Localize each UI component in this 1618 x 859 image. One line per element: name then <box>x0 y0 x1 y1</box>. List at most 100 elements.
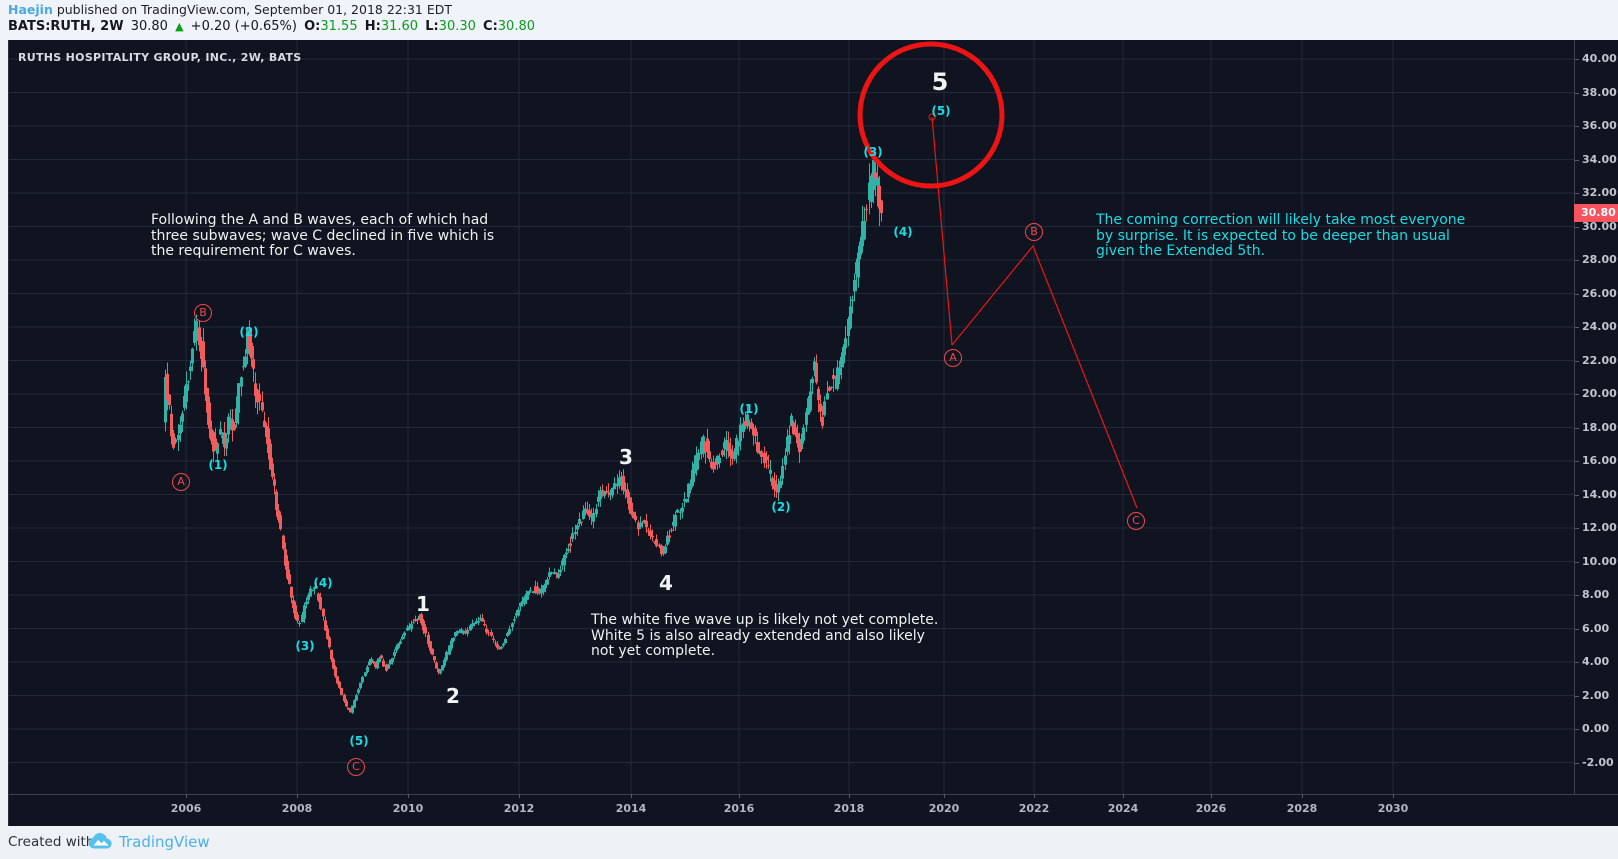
price-tick <box>1575 763 1579 764</box>
time-label-2026: 2026 <box>1195 802 1227 815</box>
price-tick <box>1575 93 1579 94</box>
wave-label-1: (1) <box>208 458 228 472</box>
price-label-18.00: 18.00 <box>1582 421 1617 434</box>
time-label-2020: 2020 <box>928 802 960 815</box>
price-tick <box>1575 260 1579 261</box>
price-label-34.00: 34.00 <box>1582 153 1617 166</box>
wave-label-B-circled: B <box>1025 223 1043 241</box>
price-label-32.00: 32.00 <box>1582 186 1617 199</box>
price-label-38.00: 38.00 <box>1582 86 1617 99</box>
price-label-22.00: 22.00 <box>1582 354 1617 367</box>
time-label-2006: 2006 <box>170 802 202 815</box>
time-label-2008: 2008 <box>281 802 313 815</box>
price-label-0.00: 0.00 <box>1582 722 1610 735</box>
low-value: 30.30 <box>438 19 476 34</box>
price-tick <box>1575 729 1579 730</box>
price-label-36.00: 36.00 <box>1582 119 1617 132</box>
wave-label-3: (3) <box>295 639 315 653</box>
wave-label-C-circled: C <box>1127 512 1145 530</box>
wave-label-2: (2) <box>771 500 791 514</box>
wave-label-3: (3) <box>863 145 883 159</box>
time-label-2030: 2030 <box>1377 802 1409 815</box>
annotation-text-3: The white five wave up is likely not yet… <box>591 612 939 659</box>
elliott-projection-drawings[interactable] <box>857 41 1138 509</box>
time-tick <box>631 794 632 798</box>
price-axis[interactable]: 40.00 38.00 36.00 34.00 32.00 30.00 28.00 26.00… <box>1574 40 1618 794</box>
wave-label-2: 2 <box>446 684 460 708</box>
wave-label-A-circled: A <box>944 349 962 367</box>
price-tick <box>1575 59 1579 60</box>
time-label-2010: 2010 <box>392 802 424 815</box>
wave-label-A-circled: A <box>172 473 190 491</box>
wave-label-3: 3 <box>619 445 633 469</box>
wave-label-5: (5) <box>931 104 951 118</box>
publish-line: Haejin published on TradingView.com, Sep… <box>8 2 452 17</box>
price-tick <box>1575 595 1579 596</box>
price-label-14.00: 14.00 <box>1582 488 1617 501</box>
wave-label-4: 4 <box>659 571 673 595</box>
wave-label-4: (4) <box>893 225 913 239</box>
close-label: C: <box>483 19 498 34</box>
time-label-2016: 2016 <box>723 802 755 815</box>
time-label-2028: 2028 <box>1286 802 1318 815</box>
symbol-name: BATS:RUTH, 2W <box>8 19 124 34</box>
time-tick <box>186 794 187 798</box>
price-label--2.00: -2.00 <box>1582 756 1614 769</box>
symbol-ohlc-line: BATS:RUTH, 2W 30.80 ▲ +0.20 (+0.65%) O:3… <box>8 19 538 34</box>
price-tick <box>1575 528 1579 529</box>
time-tick <box>739 794 740 798</box>
price-label-4.00: 4.00 <box>1582 655 1610 668</box>
price-tick <box>1575 428 1579 429</box>
time-label-2024: 2024 <box>1107 802 1139 815</box>
close-value: 30.80 <box>497 19 535 34</box>
wave-label-5: 5 <box>931 68 949 96</box>
time-label-2014: 2014 <box>615 802 647 815</box>
price-tick <box>1575 562 1579 563</box>
open-label: O: <box>304 19 321 34</box>
time-axis[interactable]: 2006 2008 2010 2012 2014 2016 2018 2020 2022 2024… <box>9 794 1574 826</box>
time-tick <box>944 794 945 798</box>
time-tick <box>519 794 520 798</box>
wave-label-4: (4) <box>313 576 333 590</box>
wave-label-5: (5) <box>349 734 369 748</box>
time-tick <box>1211 794 1212 798</box>
price-label-28.00: 28.00 <box>1582 253 1617 266</box>
price-tick <box>1575 629 1579 630</box>
price-tick <box>1575 495 1579 496</box>
open-value: 31.55 <box>320 19 358 34</box>
high-label: H: <box>364 19 381 34</box>
tradingview-brand-link[interactable]: TradingView <box>119 833 210 851</box>
annotation-text-2: The coming correction will likely take m… <box>1096 212 1466 259</box>
price-label-26.00: 26.00 <box>1582 287 1617 300</box>
price-tick <box>1575 160 1579 161</box>
price-tick <box>1575 696 1579 697</box>
price-tick <box>1575 327 1579 328</box>
candlestick-plot[interactable] <box>9 40 1574 826</box>
price-tick <box>1575 394 1579 395</box>
price-tick <box>1575 294 1579 295</box>
price-label-12.00: 12.00 <box>1582 521 1617 534</box>
price-tick <box>1575 227 1579 228</box>
time-label-2012: 2012 <box>503 802 535 815</box>
high-value: 31.60 <box>380 19 419 34</box>
author-link[interactable]: Haejin <box>8 2 53 17</box>
chart-pane[interactable]: RUTHS HOSPITALITY GROUP, INC., 2W, BATS … <box>8 40 1618 826</box>
price-tick <box>1575 126 1579 127</box>
created-with-text: Created with <box>8 834 95 850</box>
time-tick <box>408 794 409 798</box>
wave-label-1: 1 <box>416 592 430 616</box>
time-tick <box>1034 794 1035 798</box>
wave-label-C-circled: C <box>347 758 365 776</box>
price-label-6.00: 6.00 <box>1582 622 1610 635</box>
time-tick <box>297 794 298 798</box>
last-price: 30.80 <box>130 19 168 34</box>
price-label-40.00: 40.00 <box>1582 52 1617 65</box>
price-label-20.00: 20.00 <box>1582 387 1617 400</box>
price-tick <box>1575 461 1579 462</box>
publish-info: published on TradingView.com, September … <box>52 2 452 17</box>
footer-bar: Created with TradingView <box>0 826 1618 859</box>
price-tick <box>1575 662 1579 663</box>
price-label-24.00: 24.00 <box>1582 320 1617 333</box>
time-tick <box>1302 794 1303 798</box>
